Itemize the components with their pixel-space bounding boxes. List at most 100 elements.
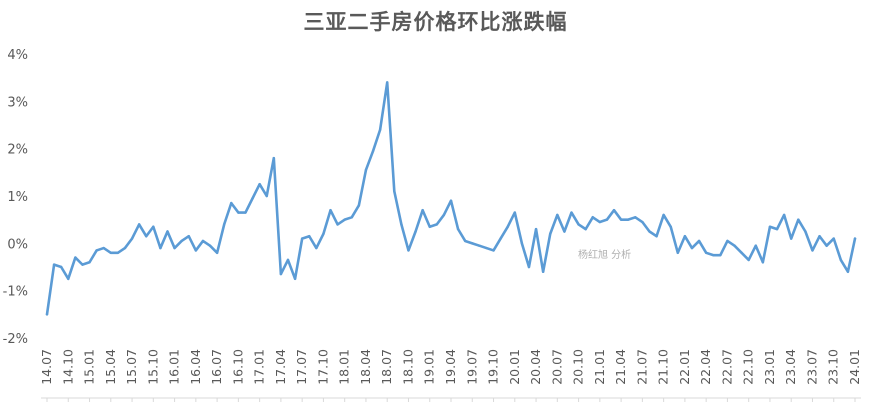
data-point xyxy=(329,209,332,212)
data-point xyxy=(449,199,453,202)
data-point xyxy=(662,213,665,217)
x-tick-label: 19.10 xyxy=(486,349,501,385)
data-point xyxy=(293,277,297,281)
data-point xyxy=(300,237,304,240)
data-point xyxy=(811,249,814,252)
x-tick-label: 21.04 xyxy=(613,349,628,385)
x-tick-label: 18.07 xyxy=(379,349,394,385)
data-point xyxy=(237,211,240,214)
data-point xyxy=(45,313,49,316)
data-point xyxy=(818,235,821,238)
y-tick-label: 2% xyxy=(7,143,28,158)
data-point xyxy=(414,230,417,233)
data-point xyxy=(52,263,56,266)
data-point xyxy=(556,213,559,217)
data-point xyxy=(740,251,743,254)
data-point xyxy=(761,261,765,264)
data-point xyxy=(478,244,481,247)
data-point xyxy=(343,218,346,221)
data-point xyxy=(315,246,318,250)
data-point xyxy=(704,251,708,254)
x-tick-label: 17.07 xyxy=(294,349,309,385)
data-point xyxy=(364,168,368,172)
data-point xyxy=(378,128,382,131)
data-point xyxy=(648,230,651,233)
data-point xyxy=(839,258,843,262)
data-point xyxy=(591,216,594,219)
x-tick-label: 19.01 xyxy=(422,349,437,385)
data-point xyxy=(279,272,283,276)
data-point xyxy=(336,223,339,226)
data-point xyxy=(180,239,183,243)
data-point xyxy=(67,277,70,281)
data-point xyxy=(846,270,850,273)
y-tick-label: 0% xyxy=(7,237,28,252)
data-point xyxy=(754,244,757,247)
x-tick-label: 16.10 xyxy=(230,349,245,385)
data-point xyxy=(407,249,410,252)
data-point xyxy=(598,220,602,224)
data-point xyxy=(173,246,176,250)
data-point xyxy=(357,204,361,207)
data-point xyxy=(371,149,375,153)
data-point xyxy=(265,194,268,198)
x-tick-label: 22.01 xyxy=(677,349,692,385)
data-point xyxy=(712,253,715,257)
data-point xyxy=(612,209,616,212)
x-axis: 14.07 14.10 15.01 15.04 15.07 15.10 16.01 16.04… xyxy=(39,349,862,402)
x-tick-label: 23.04 xyxy=(783,349,798,385)
x-tick-label: 20.07 xyxy=(549,349,564,385)
x-tick-label: 22.04 xyxy=(698,349,713,385)
x-tick-label: 24.01 xyxy=(847,349,862,385)
data-point xyxy=(244,211,247,214)
data-point xyxy=(208,244,212,247)
data-point xyxy=(641,220,644,224)
x-tick-label: 21.10 xyxy=(656,349,671,385)
data-point xyxy=(215,251,219,254)
data-point xyxy=(272,156,276,160)
data-point xyxy=(435,223,439,226)
x-tick-label: 22.10 xyxy=(741,349,756,385)
data-point xyxy=(74,256,77,259)
x-tick-label: 21.01 xyxy=(592,349,607,385)
y-tick-label: -1% xyxy=(3,285,28,300)
data-point xyxy=(421,209,424,212)
data-point xyxy=(797,218,800,221)
data-point xyxy=(428,225,431,228)
data-point xyxy=(676,251,680,254)
data-point xyxy=(222,223,226,226)
data-point xyxy=(88,261,91,264)
data-point xyxy=(350,216,353,219)
data-point xyxy=(655,235,658,238)
x-tick-label: 19.07 xyxy=(464,349,479,385)
data-point xyxy=(187,235,190,238)
y-axis: 4% 3% 2% 1% 0% -1% -2% xyxy=(3,48,28,347)
data-point xyxy=(747,258,750,262)
data-point xyxy=(116,251,120,254)
x-tick-label: 22.07 xyxy=(719,349,734,385)
data-point xyxy=(690,246,694,250)
x-tick-label: 18.10 xyxy=(400,349,415,385)
data-point xyxy=(152,225,155,228)
x-tick-label: 14.10 xyxy=(60,349,75,385)
data-point xyxy=(804,230,807,233)
data-point xyxy=(853,237,857,240)
x-tick-label: 21.07 xyxy=(634,349,649,385)
x-tick-label: 18.04 xyxy=(358,349,373,385)
data-point xyxy=(577,223,580,226)
chart-title: 三亚二手房价格环比涨跌幅 xyxy=(303,10,568,34)
data-point xyxy=(605,218,609,221)
series-line xyxy=(45,81,857,316)
data-point xyxy=(499,237,502,240)
data-point xyxy=(513,211,516,214)
data-point xyxy=(130,237,134,240)
data-point xyxy=(790,237,793,240)
data-point xyxy=(506,225,509,228)
data-point xyxy=(194,249,198,252)
data-point xyxy=(669,225,672,228)
data-point xyxy=(137,223,141,226)
data-point xyxy=(471,242,474,245)
y-tick-label: 4% xyxy=(7,48,28,63)
x-tick-label: 20.10 xyxy=(571,349,586,385)
x-tick-label: 19.04 xyxy=(443,349,458,385)
